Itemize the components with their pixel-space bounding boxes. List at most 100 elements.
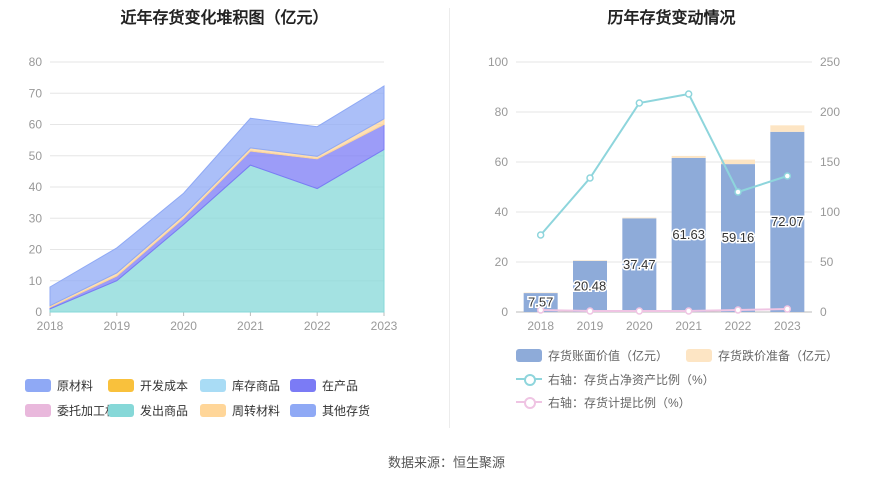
bar-book-value	[622, 218, 657, 312]
right-x-tick-label: 2022	[725, 319, 752, 333]
line-point	[734, 188, 742, 196]
left-legend-item[interactable]: 发出商品	[108, 402, 188, 418]
bar-book-value	[770, 131, 805, 312]
line-point	[536, 306, 545, 314]
line-point	[783, 305, 792, 313]
right-right-y-tick-label: 100	[820, 205, 840, 219]
legend-label: 开发成本	[140, 378, 189, 393]
right-right-y-tick-label: 150	[820, 155, 840, 169]
right-legend-item[interactable]: 存货账面价值（亿元）	[516, 347, 668, 363]
line-point	[635, 99, 644, 107]
left-x-tick-label: 2022	[304, 319, 331, 333]
legend-label: 库存商品	[232, 378, 281, 393]
legend-swatch	[108, 403, 134, 417]
left-y-tick-label: 30	[29, 211, 43, 225]
left-legend-item[interactable]: 库存商品	[200, 377, 280, 393]
line-point	[586, 174, 594, 182]
line-point	[586, 307, 594, 315]
legend-marker	[516, 395, 542, 409]
left-y-tick-label: 40	[29, 180, 43, 194]
bar-impairment	[622, 217, 657, 219]
panel-divider	[449, 8, 450, 428]
left-y-tick-label: 70	[29, 86, 43, 100]
right-left-y-tick-label: 60	[495, 155, 509, 169]
bar-book-value	[573, 260, 607, 312]
data-source: 数据来源：恒生聚源	[387, 455, 505, 470]
right-legend-item[interactable]: 右轴：存货计提比例（%）	[516, 394, 691, 410]
legend-swatch	[108, 378, 134, 392]
left-y-tick-label: 50	[29, 149, 43, 163]
bar-value-label: 20.48	[574, 278, 607, 293]
line-point	[635, 307, 644, 315]
line-series-1	[540, 308, 788, 312]
right-left-y-tick-label: 20	[495, 255, 509, 269]
legend-swatch	[25, 378, 51, 392]
left-area-chart: 0 10 20 30 40 50 60 70 80 2018 2019 2020 2021 2022 202…	[29, 55, 398, 333]
legend-label: 存货跌价准备（亿元）	[718, 348, 839, 363]
right-right-y-tick-label: 0	[820, 305, 827, 319]
right-x-tick-label: 2021	[675, 319, 702, 333]
right-left-y-tick-label: 100	[488, 55, 508, 69]
legend-swatch	[200, 378, 226, 392]
bar-book-value	[671, 157, 706, 312]
right-legend-item[interactable]: 存货跌价准备（亿元）	[686, 347, 838, 363]
left-y-tick-label: 10	[29, 274, 43, 288]
legend-marker	[686, 348, 712, 362]
left-chart-panel: 近年存货变化堆积图（亿元） 0 10 20 30 40 50 60 70 80 2018 2019 2…	[0, 0, 449, 440]
left-x-tick-label: 2021	[237, 319, 264, 333]
left-x-tick-label: 2019	[103, 319, 130, 333]
legend-label: 发出商品	[140, 403, 189, 418]
right-chart-panel: 历年存货变动情况 0 20 40 60 80 100 0 50 100 150 200 250 2018…	[450, 0, 893, 440]
left-y-tick-label: 80	[29, 55, 43, 69]
area-其他存货	[49, 85, 385, 307]
line-point	[684, 307, 693, 315]
right-x-tick-label: 2020	[626, 319, 653, 333]
left-x-tick-label: 2023	[371, 319, 398, 333]
bar-value-label: 72.07	[771, 214, 804, 229]
bar-book-value	[523, 293, 558, 312]
left-legend-item[interactable]: 开发成本	[108, 377, 188, 393]
right-right-y-tick-label: 200	[820, 105, 840, 119]
bar-value-label: 37.47	[623, 257, 656, 272]
right-left-y-tick-label: 80	[495, 105, 509, 119]
bar-impairment	[721, 159, 755, 165]
left-legend-item[interactable]: 原材料	[25, 377, 93, 393]
bar-value-label: 61.63	[672, 227, 705, 242]
legend-label: 右轴：存货计提比例（%）	[548, 395, 691, 410]
right-left-y-tick-label: 40	[495, 205, 509, 219]
right-chart-title: 历年存货变动情况	[607, 10, 736, 27]
left-y-tick-label: 0	[35, 305, 42, 319]
left-legend-item[interactable]: 在产品	[290, 377, 358, 393]
left-x-tick-label: 2018	[37, 319, 64, 333]
left-legend-item[interactable]: 周转材料	[200, 402, 280, 418]
legend-swatch	[290, 378, 316, 392]
legend-label: 在产品	[322, 378, 359, 393]
right-bar-line-chart: 0 20 40 60 80 100 0 50 100 150 200 250 2018 2019 2020 2…	[488, 55, 840, 333]
legend-marker	[516, 348, 542, 362]
legend-label: 其他存货	[322, 403, 371, 418]
right-x-tick-label: 2023	[774, 319, 801, 333]
legend-swatch	[25, 403, 51, 417]
bar-impairment	[671, 155, 706, 158]
line-point	[536, 231, 545, 239]
left-y-tick-label: 20	[29, 243, 43, 257]
right-x-tick-label: 2018	[527, 319, 554, 333]
right-left-y-tick-label: 0	[501, 305, 508, 319]
line-point	[734, 306, 742, 314]
bar-value-label: 59.16	[722, 230, 755, 245]
legend-marker	[516, 372, 542, 386]
left-chart-title: 近年存货变化堆积图（亿元）	[120, 10, 329, 27]
line-point	[783, 172, 792, 180]
right-right-y-tick-label: 50	[820, 255, 834, 269]
legend-label: 右轴：存货占净资产比例（%）	[548, 372, 715, 387]
bar-impairment	[523, 292, 558, 294]
left-x-tick-label: 2020	[170, 319, 197, 333]
bar-value-label: 7.57	[528, 295, 553, 310]
left-y-tick-label: 60	[29, 118, 43, 132]
right-legend-item[interactable]: 右轴：存货占净资产比例（%）	[516, 371, 715, 387]
legend-label: 存货账面价值（亿元）	[548, 348, 669, 363]
legend-label: 周转材料	[232, 403, 281, 418]
right-x-tick-label: 2019	[577, 319, 604, 333]
legend-swatch	[290, 403, 316, 417]
left-legend-item[interactable]: 其他存货	[290, 402, 370, 418]
